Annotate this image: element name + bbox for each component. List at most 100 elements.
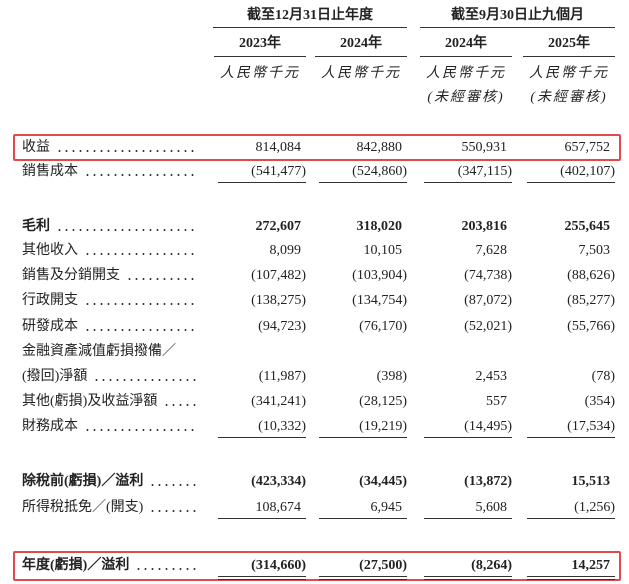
- cell-value: 10,105: [363, 243, 403, 258]
- dot-leader: [84, 302, 198, 306]
- dot-leader: [149, 509, 198, 513]
- cell-value: (55,766): [567, 319, 615, 334]
- label-text: 年度(虧損)／溢利: [22, 558, 130, 573]
- label-text: 財務成本: [22, 419, 78, 434]
- label-text: (撥回)淨額: [22, 369, 88, 384]
- highlight-box: [13, 134, 621, 161]
- dot-leader: [126, 277, 198, 281]
- row-label: 年度(虧損)／溢利: [22, 557, 198, 575]
- cell-value: (524,860): [352, 164, 407, 179]
- cell-value: (94,723): [258, 319, 306, 334]
- cell-value: 5,608: [475, 500, 508, 515]
- cell-value: 657,752: [564, 140, 611, 155]
- row-label: 所得稅抵免／(開支): [22, 499, 198, 517]
- dot-leader: [84, 173, 198, 177]
- underline: [424, 437, 512, 438]
- underline: [424, 579, 512, 580]
- unit-header: 人民幣千元: [426, 66, 506, 81]
- underline: [527, 518, 615, 519]
- dot-leader: [93, 378, 198, 382]
- dot-leader: [163, 403, 198, 407]
- cell-value: 318,020: [356, 219, 403, 234]
- cell-value: (423,334): [251, 474, 306, 489]
- cell-value: 6,945: [370, 500, 403, 515]
- cell-value: (34,445): [359, 474, 407, 489]
- group-header: 截至12月31日止年度: [247, 8, 373, 23]
- label-text: 銷售及分銷開支: [22, 268, 120, 283]
- cell-value: 2,453: [475, 369, 508, 384]
- row-label: (撥回)淨額: [22, 368, 198, 386]
- cell-value: 255,645: [564, 219, 611, 234]
- label-text: 毛利: [22, 219, 50, 234]
- row-label: 收益: [22, 139, 198, 157]
- label-text: 金融資產減值虧損撥備／: [22, 344, 176, 359]
- underline: [218, 182, 306, 183]
- cell-value: 14,257: [571, 558, 611, 573]
- cell-value: (341,241): [251, 394, 306, 409]
- underline: [527, 579, 615, 580]
- cell-value: (19,219): [359, 419, 407, 434]
- label-text: 除稅前(虧損)／溢利: [22, 474, 144, 489]
- label-text: 行政開支: [22, 293, 78, 308]
- rule: [214, 56, 306, 57]
- cell-value: 15,513: [571, 474, 611, 489]
- row-label: 毛利: [22, 218, 198, 236]
- label-text: 所得稅抵免／(開支): [22, 500, 144, 515]
- row-label: 銷售及分銷開支: [22, 267, 198, 285]
- underline: [424, 182, 512, 183]
- highlight-box: [13, 551, 621, 581]
- underline: [319, 576, 407, 577]
- rule: [420, 56, 512, 57]
- cell-value: 108,674: [255, 500, 302, 515]
- underline: [218, 518, 306, 519]
- cell-value: (78): [591, 369, 615, 384]
- rule: [523, 56, 615, 57]
- label-text: 研發成本: [22, 319, 78, 334]
- cell-value: (27,500): [359, 558, 407, 573]
- cell-value: 272,607: [255, 219, 302, 234]
- unaudited-header: (未經審核): [530, 90, 608, 105]
- rule: [213, 27, 407, 28]
- underline: [218, 576, 306, 577]
- underline: [218, 437, 306, 438]
- dot-leader: [135, 567, 198, 571]
- underline: [527, 182, 615, 183]
- row-label: 研發成本: [22, 318, 198, 336]
- cell-value: 8,099: [269, 243, 302, 258]
- cell-value: (17,534): [567, 419, 615, 434]
- cell-value: (347,115): [457, 164, 512, 179]
- dot-leader: [84, 328, 198, 332]
- rule: [315, 56, 407, 57]
- underline: [218, 579, 306, 580]
- cell-value: (87,072): [464, 293, 512, 308]
- group-header: 截至9月30日止九個月: [451, 8, 584, 23]
- cell-value: (402,107): [560, 164, 615, 179]
- unit-header: 人民幣千元: [529, 66, 609, 81]
- cell-value: (103,904): [352, 268, 407, 283]
- underline: [319, 518, 407, 519]
- underline: [319, 579, 407, 580]
- cell-value: (134,754): [352, 293, 407, 308]
- row-label: 除稅前(虧損)／溢利: [22, 473, 198, 491]
- cell-value: 814,084: [255, 140, 302, 155]
- cell-value: 550,931: [461, 140, 508, 155]
- cell-value: (11,987): [258, 369, 306, 384]
- underline: [319, 437, 407, 438]
- dot-leader: [149, 483, 198, 487]
- dot-leader: [56, 149, 198, 153]
- cell-value: 203,816: [461, 219, 508, 234]
- label-text: 其他收入: [22, 243, 78, 258]
- cell-value: (13,872): [464, 474, 512, 489]
- cell-value: (314,660): [251, 558, 306, 573]
- label-text: 其他(虧損)及收益淨額: [22, 394, 158, 409]
- row-label: 財務成本: [22, 418, 198, 436]
- unaudited-header: (未經審核): [427, 90, 505, 105]
- underline: [319, 182, 407, 183]
- cell-value: 842,880: [356, 140, 403, 155]
- cell-value: (10,332): [258, 419, 306, 434]
- underline: [424, 518, 512, 519]
- underline: [527, 437, 615, 438]
- dot-leader: [84, 252, 198, 256]
- underline: [527, 576, 615, 577]
